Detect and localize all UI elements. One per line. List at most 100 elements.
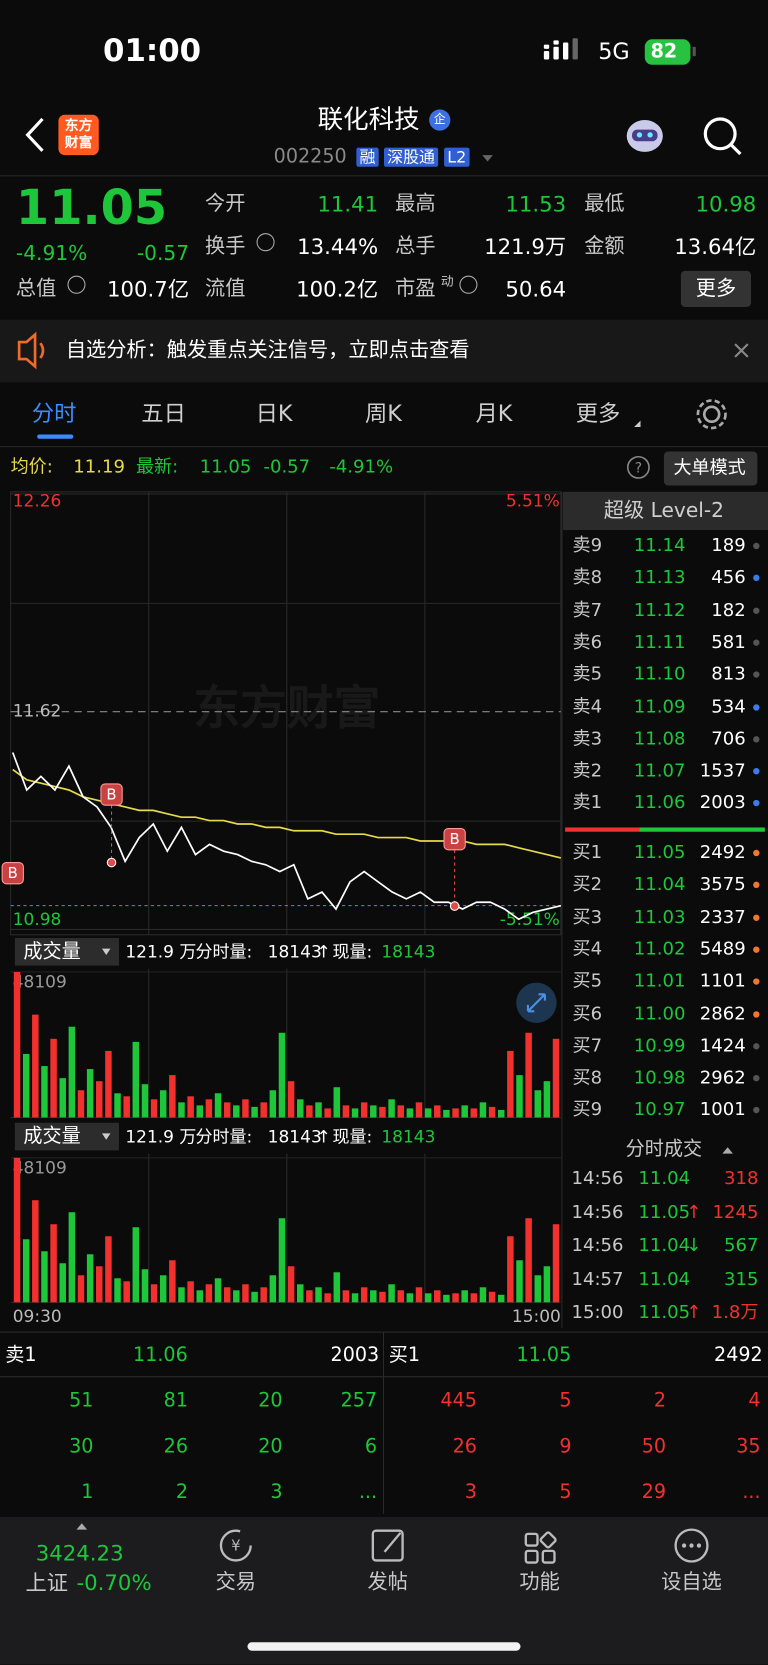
notice-bar[interactable] bbox=[0, 319, 768, 383]
volume-bar bbox=[214, 1278, 222, 1303]
volume-title[interactable]: 成交量 bbox=[23, 940, 81, 963]
volume-bar bbox=[77, 1090, 85, 1118]
ask-queue-qty: 30 bbox=[69, 1435, 94, 1458]
level2-label: 卖3 bbox=[572, 728, 603, 750]
volume-bar bbox=[525, 1032, 532, 1118]
volume-bar bbox=[86, 1254, 94, 1303]
volume-title[interactable]: 成交量 bbox=[23, 1125, 81, 1148]
logo-text: 财富 bbox=[64, 135, 93, 152]
volume-bar bbox=[233, 1290, 240, 1303]
trade-price: 11.05 bbox=[638, 1201, 691, 1223]
notice-text[interactable]: 自选分析：触发重点关注信号，立即点击查看 bbox=[65, 338, 470, 362]
volume-bar bbox=[41, 1066, 48, 1118]
more-button-label[interactable]: 更多 bbox=[695, 276, 737, 301]
level2-volume: 813 bbox=[711, 663, 746, 686]
volume-bar bbox=[406, 1293, 414, 1303]
volume-bar bbox=[269, 1275, 277, 1303]
speaker-icon bbox=[17, 331, 45, 370]
level2-price: 11.13 bbox=[633, 567, 686, 589]
nav-icon[interactable] bbox=[219, 1528, 709, 1564]
name-badge: 企 bbox=[429, 109, 451, 131]
volume-arrow: ↑ bbox=[316, 1126, 331, 1147]
latest-change: -0.57 bbox=[263, 456, 311, 478]
volume-bar bbox=[96, 1081, 103, 1118]
volume-bar bbox=[488, 1291, 496, 1303]
close-icon[interactable] bbox=[734, 343, 749, 358]
field-value: 13.44% bbox=[297, 233, 379, 260]
field-value: 100.2亿 bbox=[296, 276, 379, 302]
mode-button[interactable] bbox=[663, 451, 758, 486]
ask-queue-qty: 20 bbox=[258, 1435, 283, 1458]
volume-bar bbox=[333, 1087, 341, 1118]
level2-label: 买6 bbox=[572, 1003, 603, 1025]
help-icon[interactable]: ? bbox=[626, 455, 650, 479]
trade-arrow: ↑ bbox=[686, 1201, 702, 1223]
book-price: 11.06 bbox=[133, 1343, 188, 1367]
volume-bar bbox=[397, 1290, 404, 1303]
volume-bar bbox=[306, 1290, 313, 1303]
search-icon[interactable] bbox=[703, 117, 742, 156]
tab[interactable]: 分时 bbox=[31, 400, 77, 427]
volume-bar bbox=[178, 1287, 185, 1303]
volume-bar bbox=[452, 1293, 459, 1303]
level2-volume: 706 bbox=[711, 728, 746, 750]
volume-bar bbox=[86, 1069, 94, 1118]
info-icon[interactable] bbox=[67, 233, 478, 294]
ask-queue-qty: 257 bbox=[340, 1389, 378, 1412]
robot-icon[interactable] bbox=[626, 120, 663, 152]
index-toggle[interactable] bbox=[76, 1523, 88, 1530]
level2-label: 买2 bbox=[572, 874, 603, 896]
level2-dot bbox=[753, 849, 760, 857]
tab[interactable]: 日K bbox=[255, 400, 293, 427]
tab[interactable]: 五日 bbox=[141, 400, 186, 427]
nav-item[interactable]: 设自选 bbox=[661, 1570, 722, 1595]
chart-frame bbox=[10, 491, 562, 936]
logo-box[interactable] bbox=[58, 114, 99, 156]
level2-volume: 456 bbox=[711, 567, 746, 589]
volume-bar bbox=[370, 1290, 377, 1303]
volume-minute-value: 18143 bbox=[267, 1126, 322, 1147]
volume-bar bbox=[269, 1090, 277, 1118]
volume-bar bbox=[443, 1294, 450, 1303]
volume-bar bbox=[214, 1093, 222, 1118]
y2-tick-label: -5.51% bbox=[500, 910, 560, 930]
signal-dot bbox=[449, 901, 460, 911]
field-label: 金额 bbox=[584, 234, 625, 258]
trade-volume: 1245 bbox=[712, 1201, 759, 1223]
signal-badge bbox=[443, 828, 466, 851]
level2-price: 11.10 bbox=[633, 663, 686, 686]
level2-dot bbox=[753, 639, 760, 646]
volume-current-value: 18143 bbox=[381, 1126, 436, 1147]
volume-bar bbox=[41, 1251, 48, 1303]
settings-icon[interactable] bbox=[696, 399, 727, 430]
volume-selector[interactable] bbox=[14, 1122, 119, 1151]
volume-current-label: 现量: bbox=[332, 941, 373, 962]
bottom-nav bbox=[0, 1516, 768, 1665]
tab[interactable]: 更多 bbox=[575, 400, 621, 427]
more-button[interactable] bbox=[680, 270, 752, 307]
index-value[interactable]: 3424.23 bbox=[35, 1540, 124, 1566]
volume-bar bbox=[415, 1287, 423, 1303]
level2-price: 11.00 bbox=[633, 1003, 686, 1025]
expand-icon[interactable] bbox=[516, 982, 557, 1023]
svg-text:¥: ¥ bbox=[231, 1537, 240, 1555]
nav-item[interactable]: 交易 bbox=[215, 1570, 257, 1595]
bid-queue-qty: ... bbox=[742, 1480, 761, 1504]
back-arrow[interactable] bbox=[25, 117, 44, 152]
nav-item[interactable]: 功能 bbox=[519, 1570, 560, 1595]
field-value: 11.53 bbox=[505, 191, 567, 217]
nav-item[interactable]: 发帖 bbox=[367, 1570, 408, 1595]
level2-volume: 2492 bbox=[699, 842, 746, 864]
volume-selector[interactable] bbox=[14, 937, 119, 966]
mode-button-label[interactable]: 大单模式 bbox=[673, 457, 746, 479]
field-label: 换手 bbox=[205, 234, 246, 258]
bid-queue-qty: 9 bbox=[559, 1435, 572, 1458]
volume-bar bbox=[461, 1105, 468, 1118]
tab[interactable]: 月K bbox=[475, 400, 513, 427]
volume-bar bbox=[59, 1078, 66, 1118]
tab-underline bbox=[37, 434, 74, 439]
code-dropdown[interactable] bbox=[482, 155, 493, 162]
trades-toggle[interactable] bbox=[722, 1147, 733, 1154]
bid-queue-qty: 5 bbox=[559, 1480, 572, 1504]
tab[interactable]: 周K bbox=[364, 400, 402, 427]
